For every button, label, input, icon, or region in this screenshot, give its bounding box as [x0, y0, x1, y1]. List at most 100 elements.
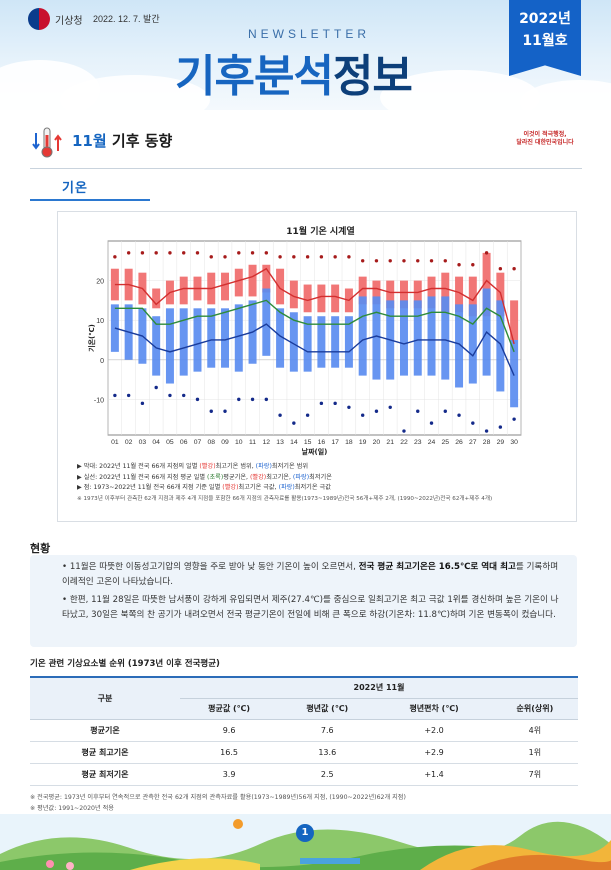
extreme-min-point	[250, 397, 255, 402]
x-tick-label: 07	[194, 439, 202, 446]
extreme-min-point	[443, 409, 447, 413]
extreme-max-point	[512, 267, 516, 271]
column-group-header: 구분	[30, 676, 180, 720]
cell-normal: 13.6	[278, 741, 377, 764]
legend-text: 최저기온	[309, 473, 332, 481]
column-header: 평균값 (℃)	[180, 698, 279, 720]
issue-year: 2022년	[519, 11, 571, 27]
legend-text: ▶ 막대: 2022년 11월 전국 66개 지점의 일별	[77, 463, 200, 470]
extreme-max-point	[264, 251, 269, 255]
title-part-a: 기후분석	[175, 51, 334, 102]
min-range-bar	[152, 316, 161, 376]
ranking-table: 구분 2022년 11월 평균값 (℃) 평년값 (℃) 평년편차 (℃) 순위…	[30, 676, 578, 786]
extreme-max-point	[195, 251, 200, 255]
legend-text: ▶ 실선: 2022년 11월 전국 66개 지점 평균 일별	[77, 473, 208, 481]
column-header: 순위(상위)	[491, 698, 578, 720]
extreme-max-point	[443, 259, 447, 263]
min-range-bar	[372, 296, 381, 380]
cell-average: 3.9	[180, 763, 279, 786]
x-tick-label: 22	[400, 439, 408, 446]
x-tick-label: 26	[455, 439, 463, 446]
extreme-max-point	[237, 251, 241, 255]
legend-text: 최저기온 극값	[294, 484, 331, 491]
kma-logo	[28, 8, 50, 30]
max-range-bar	[152, 288, 161, 309]
x-tick-label: 01	[111, 439, 119, 446]
min-range-bar	[496, 300, 505, 392]
max-range-bar	[303, 284, 312, 313]
extreme-min-point	[360, 413, 365, 417]
min-range-bar	[317, 316, 326, 368]
extreme-max-point	[388, 259, 392, 263]
max-range-bar	[331, 284, 340, 313]
extreme-max-point	[209, 255, 213, 259]
min-range-bar	[455, 304, 464, 388]
x-tick-label: 16	[318, 439, 326, 446]
status-box	[30, 555, 577, 647]
bullet-text: 11월은 따뜻한 이동성고기압의 영향을 주로 받아 낮 동안 기온이 높이 오…	[69, 562, 359, 572]
max-range-bar	[276, 268, 285, 305]
extreme-max-point	[113, 255, 117, 259]
max-range-bar	[399, 280, 408, 309]
max-range-bar	[413, 280, 422, 309]
section-title-month: 11월	[72, 132, 107, 150]
max-range-bar	[289, 280, 298, 309]
legend-green: (초록)	[207, 473, 224, 481]
x-tick-label: 13	[276, 439, 284, 446]
cell-average: 9.6	[180, 719, 279, 742]
y-tick-label: -10	[94, 397, 104, 404]
min-range-bar	[221, 308, 230, 368]
extreme-min-point	[237, 397, 241, 402]
extreme-max-point	[498, 267, 503, 271]
extreme-min-point	[264, 397, 269, 402]
newsletter-title: 기후분석정보	[175, 40, 413, 104]
thermometer-icon	[32, 127, 62, 158]
section-title-rest: 기후 동향	[106, 132, 173, 150]
extreme-min-point	[498, 425, 503, 429]
max-range-bar	[221, 272, 230, 301]
x-tick-label: 19	[359, 439, 367, 446]
cloud-decoration	[380, 70, 540, 110]
mean-max-line	[114, 267, 515, 345]
agency-name: 기상청	[55, 16, 83, 27]
table-title: 기온 관련 기상요소별 순위 (1973년 이후 전국평균)	[30, 659, 220, 669]
min-range-bar	[468, 304, 477, 384]
mean-line	[114, 299, 515, 353]
status-bullet-1: • 11월은 따뜻한 이동성고기압의 영향을 주로 받아 낮 동안 기온이 높이…	[62, 562, 559, 587]
extreme-max-point	[182, 251, 186, 255]
extreme-max-point	[319, 255, 324, 259]
x-tick-label: 12	[263, 439, 271, 446]
extreme-max-point	[484, 251, 489, 255]
bullet-text: 를 기록하며 이례적인 고온이 나타났습니다.	[62, 562, 559, 587]
extreme-max-point	[223, 255, 227, 259]
x-tick-label: 04	[152, 439, 160, 446]
extreme-min-point	[388, 405, 392, 409]
x-tick-label: 14	[290, 439, 298, 446]
extreme-max-point	[471, 263, 475, 267]
min-range-bar	[399, 300, 408, 376]
cell-rank: 1위	[491, 741, 578, 764]
y-tick-label: 10	[96, 318, 104, 325]
min-range-bar	[262, 288, 271, 356]
min-range-bar	[358, 296, 367, 376]
min-range-bar	[276, 308, 285, 368]
x-axis-label: 날짜(일)	[302, 447, 328, 456]
x-tick-label: 09	[221, 439, 229, 446]
x-tick-label: 27	[469, 439, 477, 446]
max-range-bar	[372, 280, 381, 305]
extreme-min-point	[347, 405, 351, 409]
extreme-min-point	[209, 409, 213, 413]
row-label: 평균 최고기온	[30, 741, 180, 764]
page-number: 1	[296, 824, 314, 842]
table-row: 평균기온 9.6 7.6 +2.0 4위	[30, 719, 578, 742]
slogan-line-2: 달라진 대한민국입니다	[516, 139, 574, 146]
row-label: 평균 최저기온	[30, 763, 180, 786]
min-range-bar	[110, 304, 119, 352]
extreme-max-point	[126, 251, 131, 255]
extreme-min-point	[168, 393, 172, 398]
legend-red: (빨강)	[222, 484, 239, 491]
cell-deviation: +1.4	[376, 763, 492, 786]
status-bullet-2: • 한편, 11월 28일은 따뜻한 남서풍이 강하게 유입되면서 제주(27.…	[62, 595, 559, 620]
cloud-decoration	[520, 80, 611, 110]
extreme-min-point	[402, 429, 406, 433]
